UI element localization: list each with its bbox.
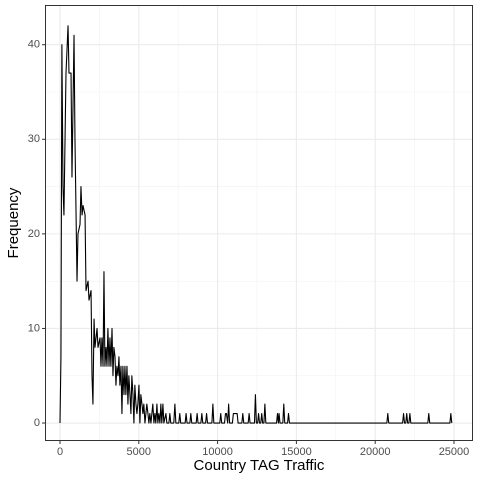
y-tick-label: 40: [28, 39, 40, 51]
x-tick-label: 15000: [281, 446, 312, 458]
x-tick-label: 0: [57, 446, 63, 458]
x-tick-label: 10000: [202, 446, 233, 458]
y-axis-title: Frequency: [5, 187, 22, 258]
y-tick-label: 0: [34, 417, 40, 429]
axes: 0 5000 10000 15000 20000 25000 0 10 20 30 40: [28, 39, 470, 458]
panel-border: [45, 5, 473, 441]
line: [59, 25, 453, 424]
x-axis-title: Country TAG Traffic: [194, 457, 325, 474]
y-tick-label: 10: [28, 322, 40, 334]
grid: [45, 5, 473, 441]
x-tick-label: 25000: [439, 446, 470, 458]
x-tick-label: 5000: [127, 446, 151, 458]
x-tick-label: 20000: [360, 446, 391, 458]
y-tick-label: 30: [28, 133, 40, 145]
marks: [59, 25, 453, 424]
y-tick-label: 20: [28, 228, 40, 240]
